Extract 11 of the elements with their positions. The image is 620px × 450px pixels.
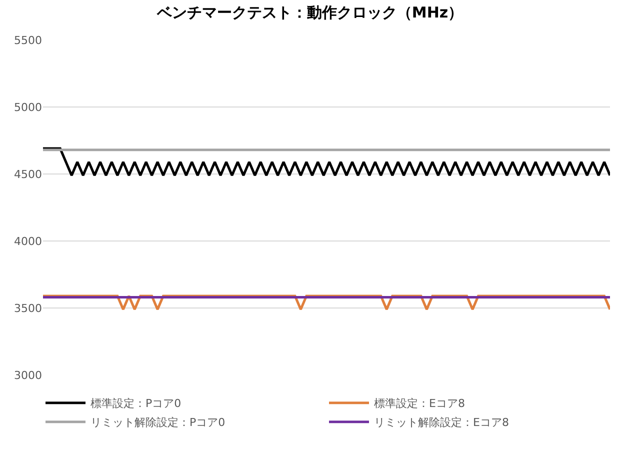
legend-label: リミット解除設定：Eコア8 <box>374 416 509 430</box>
y-tick-label: 3000 <box>14 368 42 382</box>
chart-title: ベンチマークテスト：動作クロック（MHz） <box>156 3 464 22</box>
y-tick-label: 3500 <box>14 302 42 315</box>
legend-label: リミット解除設定：Pコア0 <box>90 416 226 430</box>
legend-label: 標準設定：Pコア0 <box>90 397 182 410</box>
y-tick-label: 5500 <box>14 34 42 47</box>
legend-label: 標準設定：Eコア8 <box>374 397 465 410</box>
y-tick-label: 5000 <box>14 100 42 114</box>
y-tick-label: 4000 <box>14 234 42 248</box>
y-tick-label: 4500 <box>14 168 42 181</box>
